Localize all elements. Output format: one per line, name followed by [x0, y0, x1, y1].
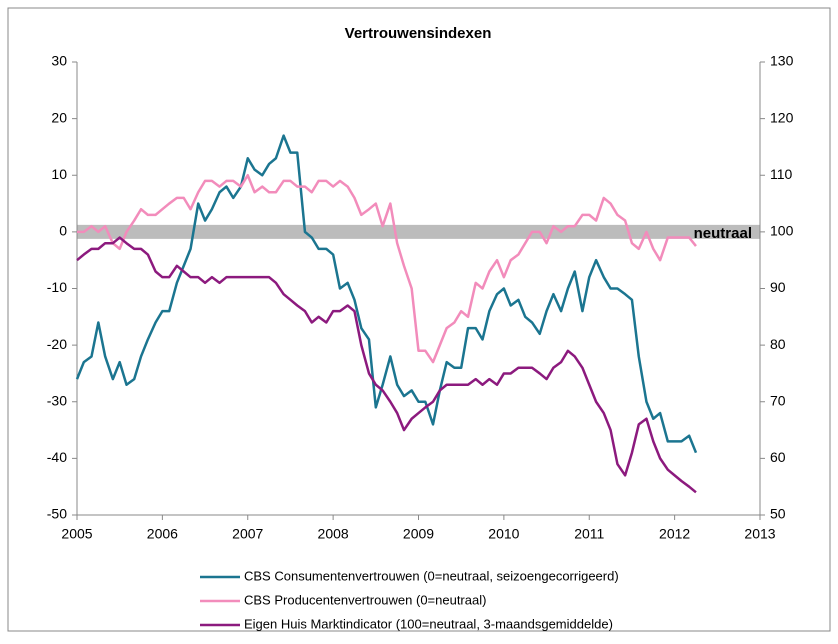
x-tick-label: 2012: [659, 526, 690, 542]
chart-border: [7, 7, 831, 632]
x-tick-label: 2010: [488, 526, 519, 542]
x-tick-label: 2013: [744, 526, 775, 542]
y-tick-label: 30: [51, 53, 67, 69]
neutral-label: neutraal: [694, 225, 752, 242]
y-tick-label: 20: [51, 109, 67, 125]
y2-tick-label: 60: [770, 449, 786, 465]
y2-tick-label: 130: [770, 53, 794, 69]
y-tick-label: -20: [47, 336, 67, 352]
series-line: [77, 174, 697, 364]
y-tick-label: -30: [47, 392, 67, 408]
x-tick-label: 2006: [147, 526, 178, 542]
legend-label: Eigen Huis Marktindicator (100=neutraal,…: [244, 616, 613, 631]
y-tick-label: -40: [47, 449, 67, 465]
x-tick-label: 2009: [403, 526, 434, 542]
y2-tick-label: 80: [770, 336, 786, 352]
y-tick-label: 10: [51, 166, 67, 182]
y2-tick-label: 100: [770, 223, 794, 239]
x-tick-label: 2007: [232, 526, 263, 542]
legend-label: CBS Producentenvertrouwen (0=neutraal): [244, 592, 486, 607]
y2-tick-label: 110: [770, 166, 793, 182]
y2-tick-label: 50: [770, 506, 786, 522]
x-tick-label: 2008: [318, 526, 349, 542]
legend-label: CBS Consumentenvertrouwen (0=neutraal, s…: [244, 568, 619, 583]
y-tick-label: -10: [47, 279, 67, 295]
neutral-band: [77, 224, 760, 239]
y2-tick-label: 120: [770, 109, 794, 125]
y2-tick-label: 90: [770, 279, 786, 295]
y-tick-label: -50: [47, 506, 67, 522]
series-line: [75, 134, 698, 454]
chart-title: Vertrouwensindexen: [345, 25, 492, 42]
y2-tick-label: 70: [770, 392, 786, 408]
series-line: [76, 236, 697, 494]
x-tick-label: 2011: [574, 526, 604, 542]
y-tick-label: 0: [59, 223, 67, 239]
x-tick-label: 2005: [61, 526, 92, 542]
